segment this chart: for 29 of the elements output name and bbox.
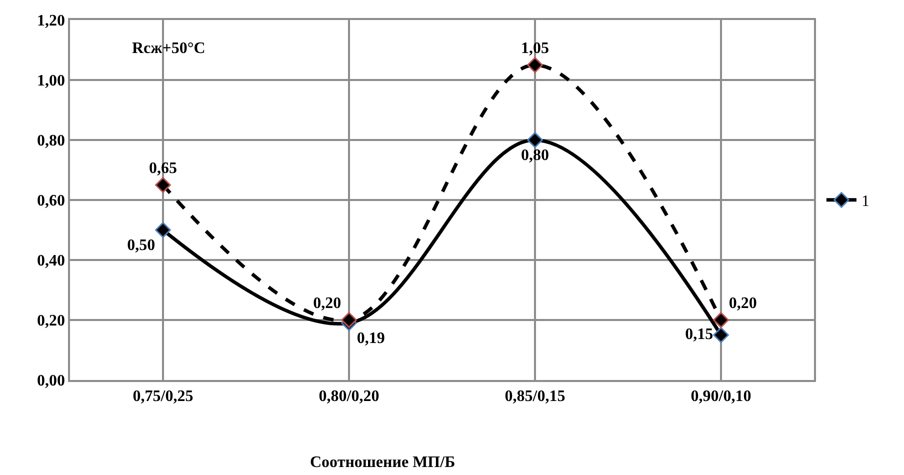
data-label: 0,50 [127,236,156,254]
data-label: 0,65 [149,160,177,178]
x-tick-label: 0,75/0,25 [132,388,194,405]
data-label: 0,15 [685,326,714,343]
point [155,177,171,193]
point [341,312,357,328]
x-axis-title: Соотношение МП/Б [310,454,456,471]
y-tick-label: 1,20 [37,12,66,30]
x-tick-label: 0,85/0,15 [504,388,566,405]
point [713,312,729,328]
point [527,132,543,148]
y-tick-label: 0,20 [37,312,66,330]
point [527,57,543,73]
y-tick-label: 0,60 [37,192,66,210]
y-tick-label: 1,00 [37,72,66,90]
y-tick-label: 0,00 [37,372,66,390]
point [713,327,729,343]
data-label: 0,20 [728,295,757,312]
point [155,222,171,238]
data-label: 0,19 [356,330,385,347]
y-tick-label: 0,80 [37,132,66,150]
data-label: 1,05 [521,40,549,58]
annotation: Rcж+50°C [132,40,206,57]
x-tick-label: 0,90/0,10 [690,388,752,405]
x-tick-label: 0,80/0,20 [318,388,380,405]
legend-label: 1 [861,193,870,210]
data-label: 0,20 [313,295,342,312]
data-label: 0,80 [521,146,549,164]
y-tick-label: 0,40 [37,252,66,270]
